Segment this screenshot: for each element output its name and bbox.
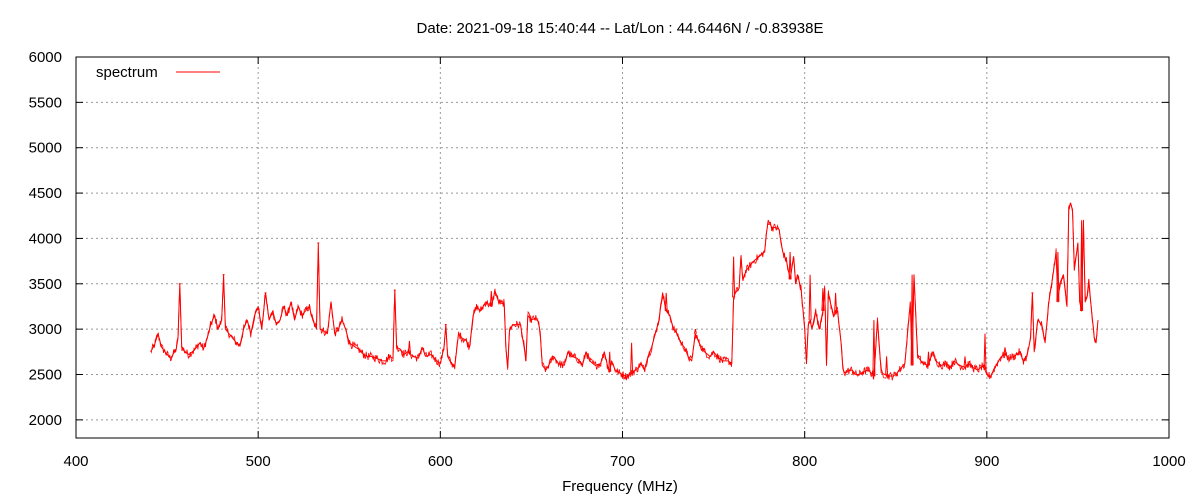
series-spike (693, 328, 697, 334)
legend-label-spectrum: spectrum (96, 64, 158, 81)
legend: spectrum (96, 64, 220, 81)
y-tick-label: 4000 (29, 230, 62, 247)
series-spike (983, 333, 987, 371)
series-spike (834, 292, 838, 314)
series-layer (150, 202, 1099, 381)
series-spike (1003, 347, 1007, 355)
x-tick-label: 1000 (1152, 453, 1185, 470)
y-tick-label: 6000 (29, 49, 62, 66)
series-spike (788, 251, 792, 280)
x-tick-label: 500 (246, 453, 271, 470)
series-spike (963, 356, 967, 368)
x-tick-label: 800 (792, 453, 817, 470)
y-tick-label: 3500 (29, 276, 62, 293)
series-noise-spectrum (150, 202, 1098, 381)
axis-ticks (75, 56, 1170, 438)
series-spike (910, 274, 914, 366)
series-spike (821, 288, 825, 312)
y-tick-label: 5000 (29, 140, 62, 157)
y-tick-labels: 2000 2500 3000 3500 4000 4500 5000 5500 6000 (29, 49, 62, 429)
series-spike (664, 292, 668, 312)
x-tick-label: 400 (63, 453, 88, 470)
series-spike (489, 290, 493, 307)
series-spike (872, 320, 876, 377)
x-tick-labels: 400 500 600 700 800 900 1000 (63, 453, 1185, 470)
series-spike (808, 274, 812, 321)
x-tick-label: 600 (428, 453, 453, 470)
series-spike (630, 342, 634, 374)
y-tick-label: 2000 (29, 412, 62, 429)
y-tick-label: 4500 (29, 185, 62, 202)
y-tick-label: 2500 (29, 367, 62, 384)
series-spike (927, 351, 930, 366)
series-spike (732, 256, 736, 298)
x-axis-label: Frequency (MHz) (562, 478, 678, 495)
series-spike (1080, 220, 1084, 312)
y-tick-label: 5500 (29, 94, 62, 111)
x-tick-label: 700 (610, 453, 635, 470)
y-tick-label: 3000 (29, 321, 62, 338)
series-spike (885, 356, 889, 376)
x-tick-label: 900 (974, 453, 999, 470)
series-spike (1056, 251, 1060, 302)
series-spike (407, 340, 411, 354)
chart-title: Date: 2021-09-18 15:40:44 -- Lat/Lon : 4… (417, 20, 824, 37)
series-spike (608, 351, 612, 372)
